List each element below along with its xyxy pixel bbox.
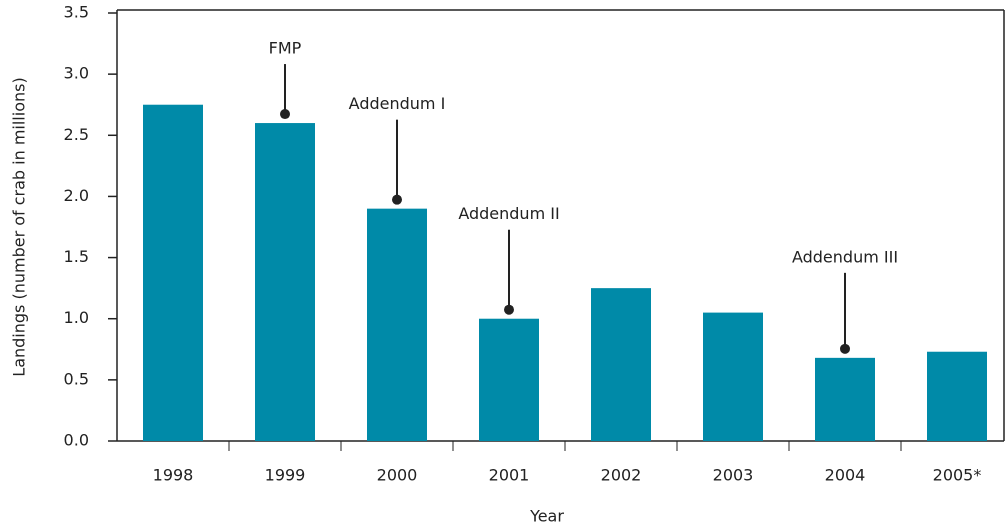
y-tick-label: 3.5 — [64, 3, 89, 22]
annotation-label: FMP — [269, 39, 302, 58]
y-axis-title: Landings (number of crab in millions) — [10, 77, 29, 376]
bar — [367, 208, 427, 441]
bar — [703, 312, 763, 441]
bar — [815, 357, 875, 441]
y-tick-label: 1.0 — [64, 308, 89, 327]
bar — [255, 123, 315, 442]
annotation-dot — [504, 304, 514, 315]
x-tick-label: 2002 — [601, 466, 642, 485]
y-tick-label: 0.5 — [64, 369, 89, 388]
y-tick-label: 1.5 — [64, 247, 89, 266]
x-tick-label: 2004 — [825, 466, 866, 485]
y-tick-label: 2.0 — [64, 186, 89, 205]
x-tick-label: 2001 — [489, 466, 530, 485]
annotation-dot — [392, 194, 402, 205]
x-tick-label: 2003 — [713, 466, 754, 485]
y-tick-label: 3.0 — [64, 64, 89, 83]
bar — [143, 104, 203, 441]
y-tick-label: 2.5 — [64, 125, 89, 144]
bar — [927, 351, 987, 441]
x-tick-label: 1999 — [265, 466, 306, 485]
x-tick-label: 2000 — [377, 466, 418, 485]
annotation-dot — [840, 343, 850, 354]
x-tick-label: 1998 — [153, 466, 194, 485]
annotation-dot — [280, 109, 290, 120]
bar — [591, 288, 651, 441]
bar — [479, 318, 539, 441]
annotation-label: Addendum II — [458, 204, 559, 223]
annotation-label: Addendum III — [792, 247, 898, 266]
x-tick-label: 2005* — [933, 466, 982, 485]
y-tick-label: 0.0 — [64, 431, 89, 450]
x-axis-title: Year — [529, 507, 564, 526]
annotation-label: Addendum I — [349, 94, 446, 113]
